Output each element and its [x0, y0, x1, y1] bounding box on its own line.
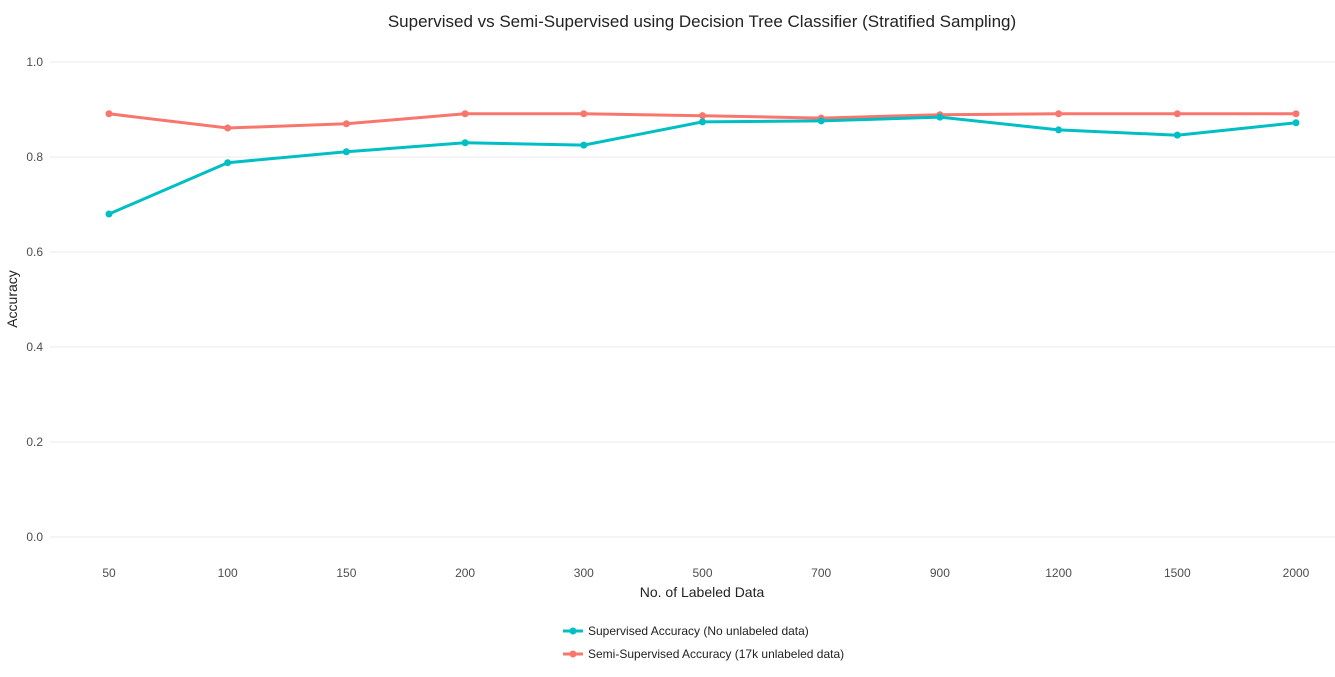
legend-key-point — [569, 650, 577, 658]
series-lines — [107, 112, 1298, 216]
y-axis: 0.0 0.2 0.4 0.6 0.8 1.0 — [26, 55, 43, 544]
data-point-series-1 — [1173, 110, 1181, 118]
data-point-series-1 — [342, 120, 350, 128]
x-axis: 50 100 150 200 300 500 700 900 1200 1500 2000 — [102, 566, 1309, 580]
data-point-series-0 — [105, 210, 113, 218]
y-axis-title: Accuracy — [4, 270, 20, 328]
data-point-series-0 — [1055, 126, 1063, 134]
x-tick-label: 100 — [218, 566, 238, 580]
x-tick-label: 1500 — [1164, 566, 1191, 580]
y-tick-label: 0.2 — [26, 435, 43, 449]
chart-title: Supervised vs Semi-Supervised using Deci… — [388, 12, 1016, 31]
x-tick-label: 200 — [455, 566, 475, 580]
y-tick-label: 0.6 — [26, 245, 43, 259]
x-axis-title: No. of Labeled Data — [640, 584, 765, 600]
legend-label: Supervised Accuracy (No unlabeled data) — [588, 624, 809, 638]
data-point-series-1 — [1292, 110, 1300, 118]
legend-key-point — [569, 627, 577, 635]
x-tick-label: 500 — [692, 566, 712, 580]
legend-label: Semi-Supervised Accuracy (17k unlabeled … — [588, 647, 844, 661]
series-line-0 — [107, 115, 1298, 216]
data-point-series-1 — [461, 110, 469, 118]
grid — [50, 61, 1335, 538]
data-point-series-1 — [580, 110, 588, 118]
data-point-series-1 — [105, 110, 113, 118]
series-points — [105, 110, 1300, 218]
x-tick-label: 150 — [336, 566, 356, 580]
data-point-series-0 — [817, 117, 825, 125]
data-point-series-0 — [224, 159, 232, 167]
x-tick-label: 300 — [574, 566, 594, 580]
data-point-series-0 — [580, 141, 588, 149]
data-point-series-0 — [936, 113, 944, 121]
y-tick-label: 0.8 — [26, 150, 43, 164]
x-tick-label: 50 — [102, 566, 116, 580]
data-point-series-0 — [699, 118, 706, 126]
data-point-series-1 — [224, 124, 232, 132]
data-point-series-1 — [1055, 110, 1063, 118]
data-point-series-0 — [1173, 131, 1181, 139]
x-tick-label: 1200 — [1045, 566, 1072, 580]
x-tick-label: 700 — [811, 566, 831, 580]
y-tick-label: 1.0 — [26, 55, 43, 69]
data-point-series-1 — [699, 112, 706, 120]
data-point-series-0 — [461, 139, 469, 147]
y-tick-label: 0.4 — [26, 340, 43, 354]
x-tick-label: 2000 — [1283, 566, 1310, 580]
data-point-series-0 — [342, 148, 350, 156]
legend: Supervised Accuracy (No unlabeled data) S… — [563, 624, 844, 661]
y-tick-label: 0.0 — [26, 530, 43, 544]
data-point-series-0 — [1292, 119, 1300, 127]
x-tick-label: 900 — [930, 566, 950, 580]
